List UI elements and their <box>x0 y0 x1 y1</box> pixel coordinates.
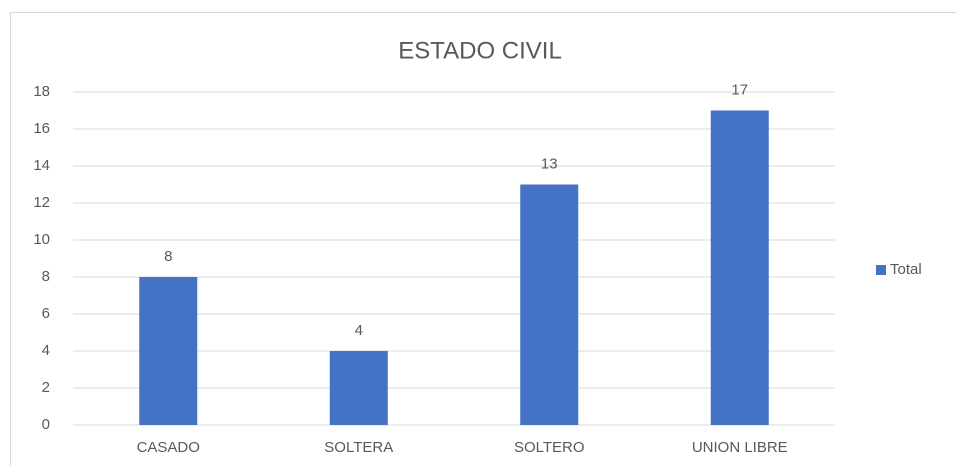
x-tick-label: SOLTERO <box>514 439 585 456</box>
y-tick-label: 14 <box>33 157 50 174</box>
x-tick-label: CASADO <box>137 439 200 456</box>
y-tick-label: 0 <box>42 416 50 433</box>
x-tick-label: SOLTERA <box>324 439 393 456</box>
y-tick-label: 2 <box>42 379 50 396</box>
chart-border <box>10 12 956 466</box>
data-label: 17 <box>731 81 748 98</box>
y-tick-label: 6 <box>42 305 50 322</box>
y-tick-label: 16 <box>33 120 50 137</box>
y-tick-label: 10 <box>33 231 50 248</box>
y-tick-label: 12 <box>33 194 50 211</box>
bar <box>520 184 579 425</box>
legend-swatch <box>876 265 886 275</box>
chart-title: ESTADO CIVIL <box>398 37 562 64</box>
data-label: 8 <box>164 248 172 265</box>
y-tick-label: 18 <box>33 83 50 100</box>
x-tick-label: UNION LIBRE <box>692 439 788 456</box>
data-label: 4 <box>355 322 363 339</box>
bar <box>710 110 769 425</box>
bar <box>329 351 388 425</box>
legend-label: Total <box>890 261 922 278</box>
y-tick-label: 4 <box>42 342 50 359</box>
data-label: 13 <box>541 155 558 172</box>
y-tick-label: 8 <box>42 268 50 285</box>
bar <box>139 277 198 425</box>
